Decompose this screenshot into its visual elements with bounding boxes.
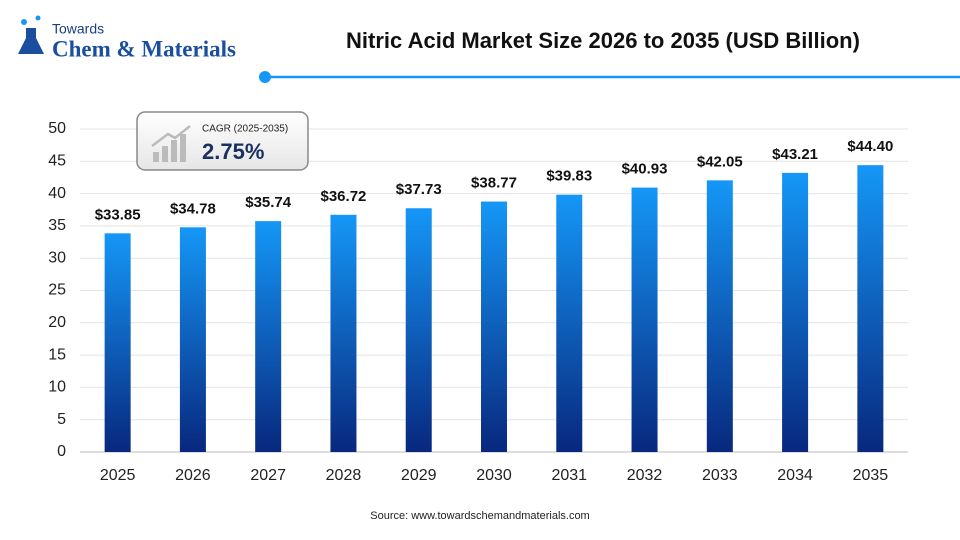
bar	[631, 187, 658, 452]
logo-icon	[18, 28, 44, 54]
cagr-box: CAGR (2025-2035) 2.75%	[136, 111, 309, 171]
cagr-icon	[151, 125, 191, 147]
value-label: $35.74	[245, 194, 292, 211]
value-label: $34.78	[170, 200, 216, 217]
bar	[179, 227, 206, 452]
chart-title: Nitric Acid Market Size 2026 to 2035 (US…	[346, 28, 860, 53]
y-tick-label: 35	[48, 217, 66, 234]
value-label: $36.72	[321, 188, 367, 205]
x-tick-label: 2033	[702, 467, 738, 484]
value-label: $39.83	[546, 168, 592, 185]
x-tick-label: 2032	[627, 467, 663, 484]
x-tick-label: 2035	[853, 467, 889, 484]
value-label: $33.85	[95, 206, 141, 223]
y-tick-label: 30	[48, 249, 66, 266]
bar	[255, 221, 282, 452]
bar	[481, 201, 507, 452]
x-tick-label: 2030	[476, 467, 512, 484]
y-tick-label: 50	[48, 120, 66, 137]
y-tick-label: 25	[48, 282, 66, 299]
cagr-frame	[136, 111, 309, 171]
bar	[104, 233, 131, 452]
x-tick-label: 2029	[401, 467, 437, 484]
x-tick-label: 2028	[326, 467, 362, 484]
logo: Towards Chem & Materials	[18, 15, 236, 61]
y-tick-label: 5	[57, 411, 66, 428]
logo-icon	[35, 15, 41, 21]
x-tick-label: 2027	[250, 467, 286, 484]
bar	[857, 165, 884, 452]
value-label: $44.40	[847, 138, 893, 155]
bar	[782, 172, 809, 452]
bar	[330, 214, 357, 452]
cagr-label: CAGR (2025-2035)	[202, 124, 288, 135]
x-tick-label: 2034	[777, 467, 813, 484]
y-tick-label: 45	[48, 153, 66, 170]
cagr-icon	[153, 134, 186, 162]
y-tick-label: 15	[48, 346, 66, 363]
value-label: $37.73	[396, 181, 442, 198]
cagr-value: 2.75%	[202, 139, 264, 164]
y-tick-label: 40	[48, 185, 66, 202]
value-label: $40.93	[622, 161, 668, 178]
logo-text: Chem & Materials	[52, 36, 236, 61]
value-label: $38.77	[471, 175, 517, 192]
bar	[706, 180, 733, 452]
value-label: $42.05	[697, 153, 743, 170]
x-tick-label: 2025	[100, 467, 136, 484]
bar	[405, 208, 432, 452]
y-tick-label: 10	[48, 379, 66, 396]
y-tick-label: 20	[48, 314, 66, 331]
x-tick-label: 2026	[175, 467, 211, 484]
value-label: $43.21	[772, 146, 818, 163]
logo-text: Towards	[52, 21, 104, 37]
y-tick-label: 0	[57, 443, 66, 460]
bar	[556, 194, 583, 453]
logo-icon	[21, 19, 27, 25]
header-dot	[259, 71, 271, 83]
x-tick-label: 2031	[551, 467, 587, 484]
source: Source: www.towardschemandmaterials.com	[370, 510, 589, 522]
